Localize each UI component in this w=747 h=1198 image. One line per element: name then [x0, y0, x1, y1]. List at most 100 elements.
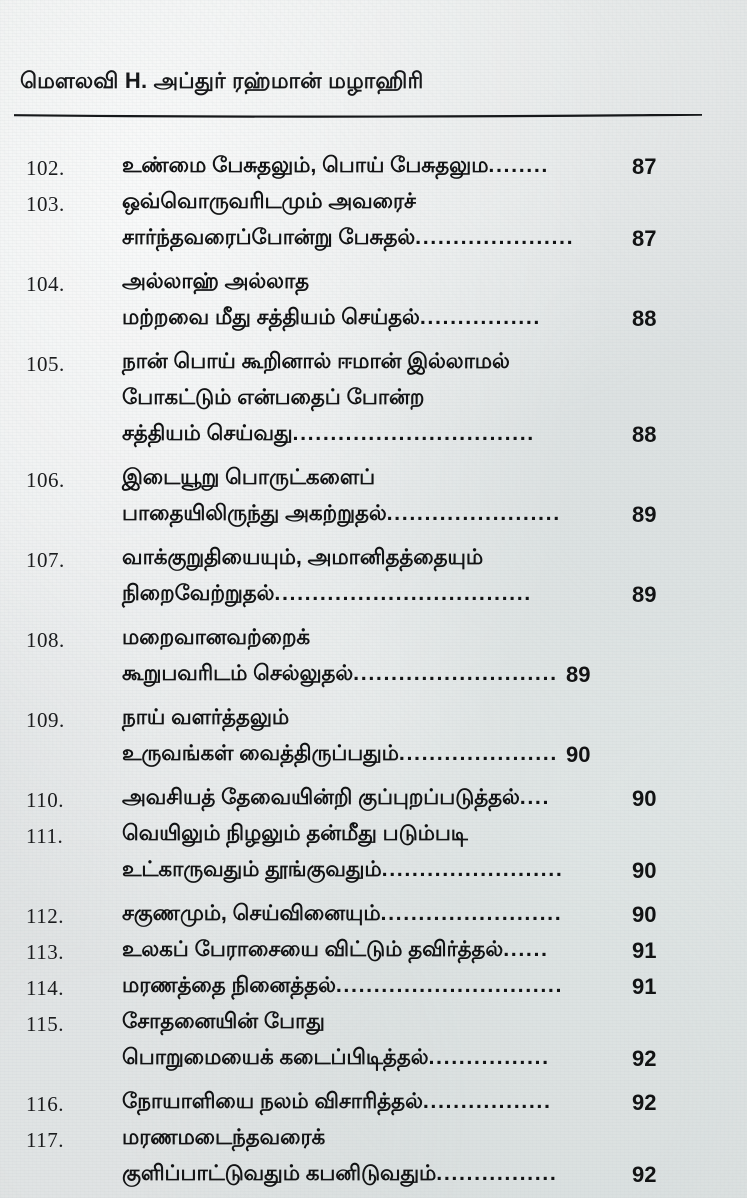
toc-entry-title: உண்மை பேசுதலும், பொய் பேசுதலும........ [122, 153, 549, 177]
toc-entry-line: பொறுமையைக் கடைப்பிடித்தல்...............… [0, 1044, 747, 1080]
toc-entry-number: 111. [26, 824, 64, 848]
toc-entry-title: வாக்குறுதியையும், அமானிதத்தையும் [122, 545, 484, 569]
toc-page-number: 91 [632, 938, 657, 963]
toc-entry-line: சத்தியம் செய்வது........................… [0, 420, 747, 456]
toc-entry[interactable]: 113. உலகப் பேராசையை விட்டும் தவிர்த்தல்..… [0, 936, 747, 972]
toc-entry-title: நாய் வளர்த்தலும் [122, 705, 290, 729]
toc-entry[interactable]: 104. அல்லாஹ் அல்லாத மற்றவை மீது சத்தியம் ச… [0, 268, 747, 340]
toc-leader-dots: ................ [419, 305, 541, 329]
toc-entry-line: 104. அல்லாஹ் அல்லாத [0, 268, 747, 304]
toc-page-number: 92 [632, 1162, 657, 1187]
toc-entry-number: 105. [26, 352, 65, 376]
toc-page-number: 92 [632, 1090, 657, 1115]
toc-entry-number: 104. [26, 272, 65, 296]
toc-entry[interactable]: 105. நான் பொய் கூறினால் ஈமான் இல்லாமல் போக… [0, 348, 747, 456]
toc-entry-line: போகட்டும் என்பதைப் போன்ற [0, 384, 747, 420]
toc-page-number: 90 [632, 858, 657, 883]
table-of-contents-list: 102. உண்மை பேசுதலும், பொய் பேசுதலும......… [0, 152, 747, 1198]
toc-entry-spacer [0, 260, 747, 268]
toc-entry-line: 107. வாக்குறுதியையும், அமானிதத்தையும் [0, 544, 747, 580]
toc-entry[interactable]: 102. உண்மை பேசுதலும், பொய் பேசுதலும......… [0, 152, 747, 188]
toc-entry[interactable]: 106. இடையூறு பொருட்களைப் பாதையிலிருந்து அக… [0, 464, 747, 536]
toc-entry-line: பாதையிலிருந்து அகற்றுதல்................… [0, 500, 747, 536]
toc-entry-number: 116. [26, 1092, 64, 1116]
toc-leader-dots: ................ [428, 1045, 550, 1069]
toc-entry-line: 113. உலகப் பேராசையை விட்டும் தவிர்த்தல்..… [0, 936, 747, 972]
toc-entry-line: 109. நாய் வளர்த்தலும் [0, 704, 747, 740]
toc-entry[interactable]: 114. மரணத்தை நினைத்தல்...................… [0, 972, 747, 1008]
toc-entry-line: 114. மரணத்தை நினைத்தல்...................… [0, 972, 747, 1008]
toc-leader-dots: .... [519, 785, 551, 809]
toc-entry-title: மற்றவை மீது சத்தியம் செய்தல்............… [122, 305, 541, 329]
toc-page-number: 92 [632, 1046, 657, 1071]
toc-entry-line: 112. சகுணமும், செய்வினையும்..............… [0, 900, 747, 936]
toc-leader-dots: ................. [422, 1089, 552, 1113]
toc-entry-number: 112. [26, 904, 64, 928]
toc-entry-number: 115. [26, 1012, 64, 1036]
toc-entry-spacer [0, 536, 747, 544]
toc-entry-line: நிறைவேற்றுதல்...........................… [0, 580, 747, 616]
toc-entry[interactable]: 103. ஒவ்வொருவரிடமும் அவரைச் சார்ந்தவரைப்போ… [0, 188, 747, 260]
toc-page-number: 89 [566, 662, 591, 687]
toc-entry-number: 107. [26, 548, 65, 572]
toc-entry[interactable]: 109. நாய் வளர்த்தலும் உருவங்கள் வைத்திருப்… [0, 704, 747, 776]
toc-page-number: 88 [632, 422, 657, 447]
toc-page-number: 90 [632, 902, 657, 927]
toc-entry-line: 117. மரணமடைந்தவரைக் [0, 1124, 747, 1160]
toc-page-number: 90 [566, 742, 591, 767]
toc-page-number: 87 [632, 154, 657, 179]
toc-leader-dots: ....................... [386, 501, 561, 525]
running-head: மௌலவி H. அப்துர் ரஹ்மான் மழாஹிரி [20, 68, 424, 93]
toc-entry-title: பாதையிலிருந்து அகற்றுதல்................… [122, 501, 561, 525]
toc-entry-line: சார்ந்தவரைப்போன்று பேசுதல்..............… [0, 224, 747, 260]
toc-entry-number: 106. [26, 468, 65, 492]
toc-entry-title: சார்ந்தவரைப்போன்று பேசுதல்..............… [122, 225, 575, 249]
toc-entry-title: நிறைவேற்றுதல்...........................… [122, 581, 532, 605]
toc-entry[interactable]: 107. வாக்குறுதியையும், அமானிதத்தையும் நிறை… [0, 544, 747, 616]
toc-leader-dots: ........ [488, 153, 549, 177]
toc-entry[interactable]: 111. வெயிலும் நிழலும் தன்மீது படும்படி உட்… [0, 820, 747, 892]
header-divider-rule [14, 114, 702, 118]
toc-entry-spacer [0, 776, 747, 784]
toc-entry-title: சத்தியம் செய்வது........................… [122, 421, 535, 445]
toc-leader-dots: ........................ [381, 857, 564, 881]
toc-entry[interactable]: 108. மறைவானவற்றைக் கூறுபவரிடம் செல்லுதல்..… [0, 624, 747, 696]
toc-entry-title: மரணத்தை நினைத்தல்.......................… [122, 973, 564, 997]
toc-entry-title: இடையூறு பொருட்களைப் [122, 465, 376, 489]
toc-page-number: 89 [632, 502, 657, 527]
toc-entry-line: குளிப்பாட்டுவதும் கபனிடுவதும்...........… [0, 1160, 747, 1196]
toc-entry-title: உலகப் பேராசையை விட்டும் தவிர்த்தல்...... [122, 937, 549, 961]
toc-entry-title: குளிப்பாட்டுவதும் கபனிடுவதும்...........… [122, 1161, 558, 1185]
toc-entry-line: 110. அவசியத் தேவையின்றி குப்புறப்படுத்தல்… [0, 784, 747, 820]
toc-page-number: 91 [632, 974, 657, 999]
toc-entry-title: வெயிலும் நிழலும் தன்மீது படும்படி [122, 821, 468, 845]
toc-entry-line: 105. நான் பொய் கூறினால் ஈமான் இல்லாமல் [0, 348, 747, 384]
toc-entry-line: 111. வெயிலும் நிழலும் தன்மீது படும்படி [0, 820, 747, 856]
toc-page-number: 90 [632, 786, 657, 811]
toc-entry-number: 109. [26, 708, 65, 732]
toc-entry-number: 108. [26, 628, 65, 652]
toc-entry-line: 108. மறைவானவற்றைக் [0, 624, 747, 660]
toc-entry[interactable]: 112. சகுணமும், செய்வினையும்..............… [0, 900, 747, 936]
toc-entry-title: மரணமடைந்தவரைக் [122, 1125, 326, 1149]
toc-entry-title: நோயாளியை நலம் விசாரித்தல்...............… [122, 1089, 552, 1113]
toc-entry-line: 106. இடையூறு பொருட்களைப் [0, 464, 747, 500]
toc-entry-number: 114. [26, 976, 64, 1000]
toc-leader-dots: ........................ [380, 901, 563, 925]
toc-page-number: 88 [632, 306, 657, 331]
toc-entry-line: 103. ஒவ்வொருவரிடமும் அவரைச் [0, 188, 747, 224]
toc-entry[interactable]: 115. சோதனையின் போது பொறுமையைக் கடைப்பிடித்… [0, 1008, 747, 1080]
toc-entry-spacer [0, 1080, 747, 1088]
toc-entry[interactable]: 110. அவசியத் தேவையின்றி குப்புறப்படுத்தல்… [0, 784, 747, 820]
toc-page-number: 89 [632, 582, 657, 607]
toc-entry-title: கூறுபவரிடம் செல்லுதல்...................… [122, 661, 558, 685]
toc-entry-spacer [0, 892, 747, 900]
toc-entry[interactable]: 116. நோயாளியை நலம் விசாரித்தல்...........… [0, 1088, 747, 1124]
toc-entry-line: உருவங்கள் வைத்திருப்பதும்...............… [0, 740, 747, 776]
toc-entry-title: ஒவ்வொருவரிடமும் அவரைச் [122, 189, 416, 213]
toc-leader-dots: ................ [436, 1161, 558, 1185]
toc-leader-dots: ..................... [415, 225, 575, 249]
toc-entry[interactable]: 117. மரணமடைந்தவரைக் குளிப்பாட்டுவதும் கபனி… [0, 1124, 747, 1196]
toc-page-number: 87 [632, 226, 657, 251]
